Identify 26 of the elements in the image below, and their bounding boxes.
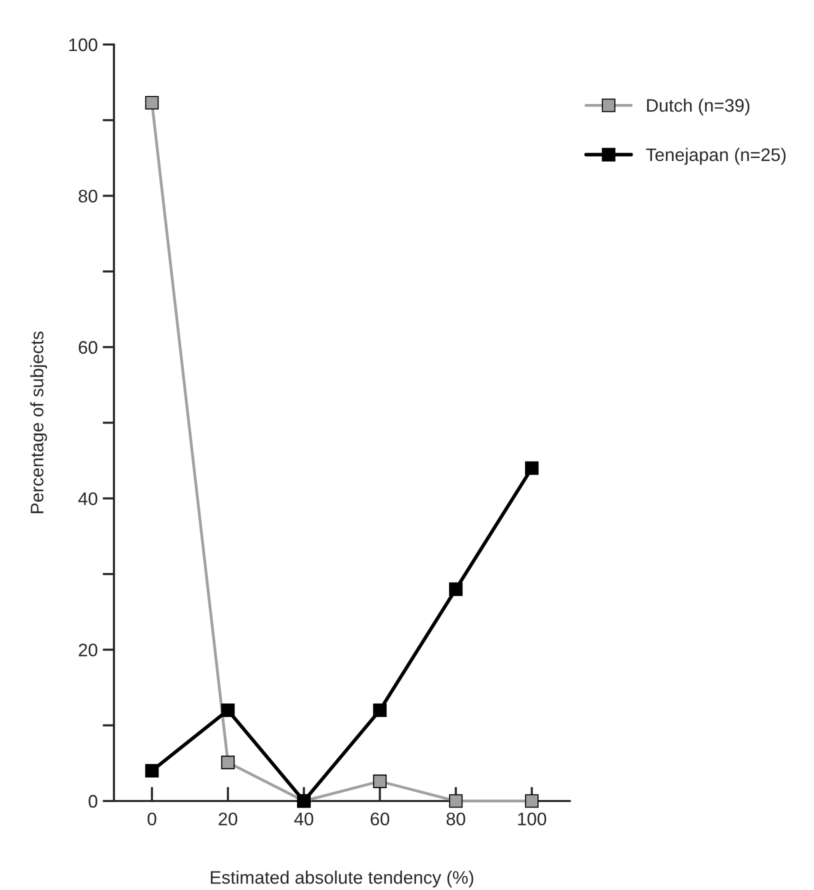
point [221,703,235,717]
y-tick-label: 40 [78,492,98,506]
point [145,96,159,110]
y-tick-label: 80 [78,190,98,203]
y-tick-label: 0 [88,794,98,808]
point [449,794,463,808]
x-tick-label: 40 [294,812,314,826]
x-axis-title: Estimated absolute tendency (%) [210,870,474,888]
point [449,582,463,596]
y-tick-label: 100 [69,38,98,52]
point [221,756,235,770]
point [373,703,387,717]
x-tick-label: 60 [370,812,390,826]
point [373,774,387,788]
point [145,764,159,778]
x-tick-label: 20 [218,812,238,826]
x-tick-label: 80 [446,812,466,826]
y-tick-label: 60 [78,341,98,354]
y-axis-title: Percentage of subjects [30,332,48,514]
x-tick-label: 100 [518,812,546,826]
point [525,461,539,475]
point [525,794,539,808]
legend-label: Dutch (n=39) [647,98,750,116]
y-tick-label: 20 [78,644,98,656]
legend-label: Tenejapan (n=25) [646,148,786,165]
x-tick-label: 0 [148,812,156,826]
